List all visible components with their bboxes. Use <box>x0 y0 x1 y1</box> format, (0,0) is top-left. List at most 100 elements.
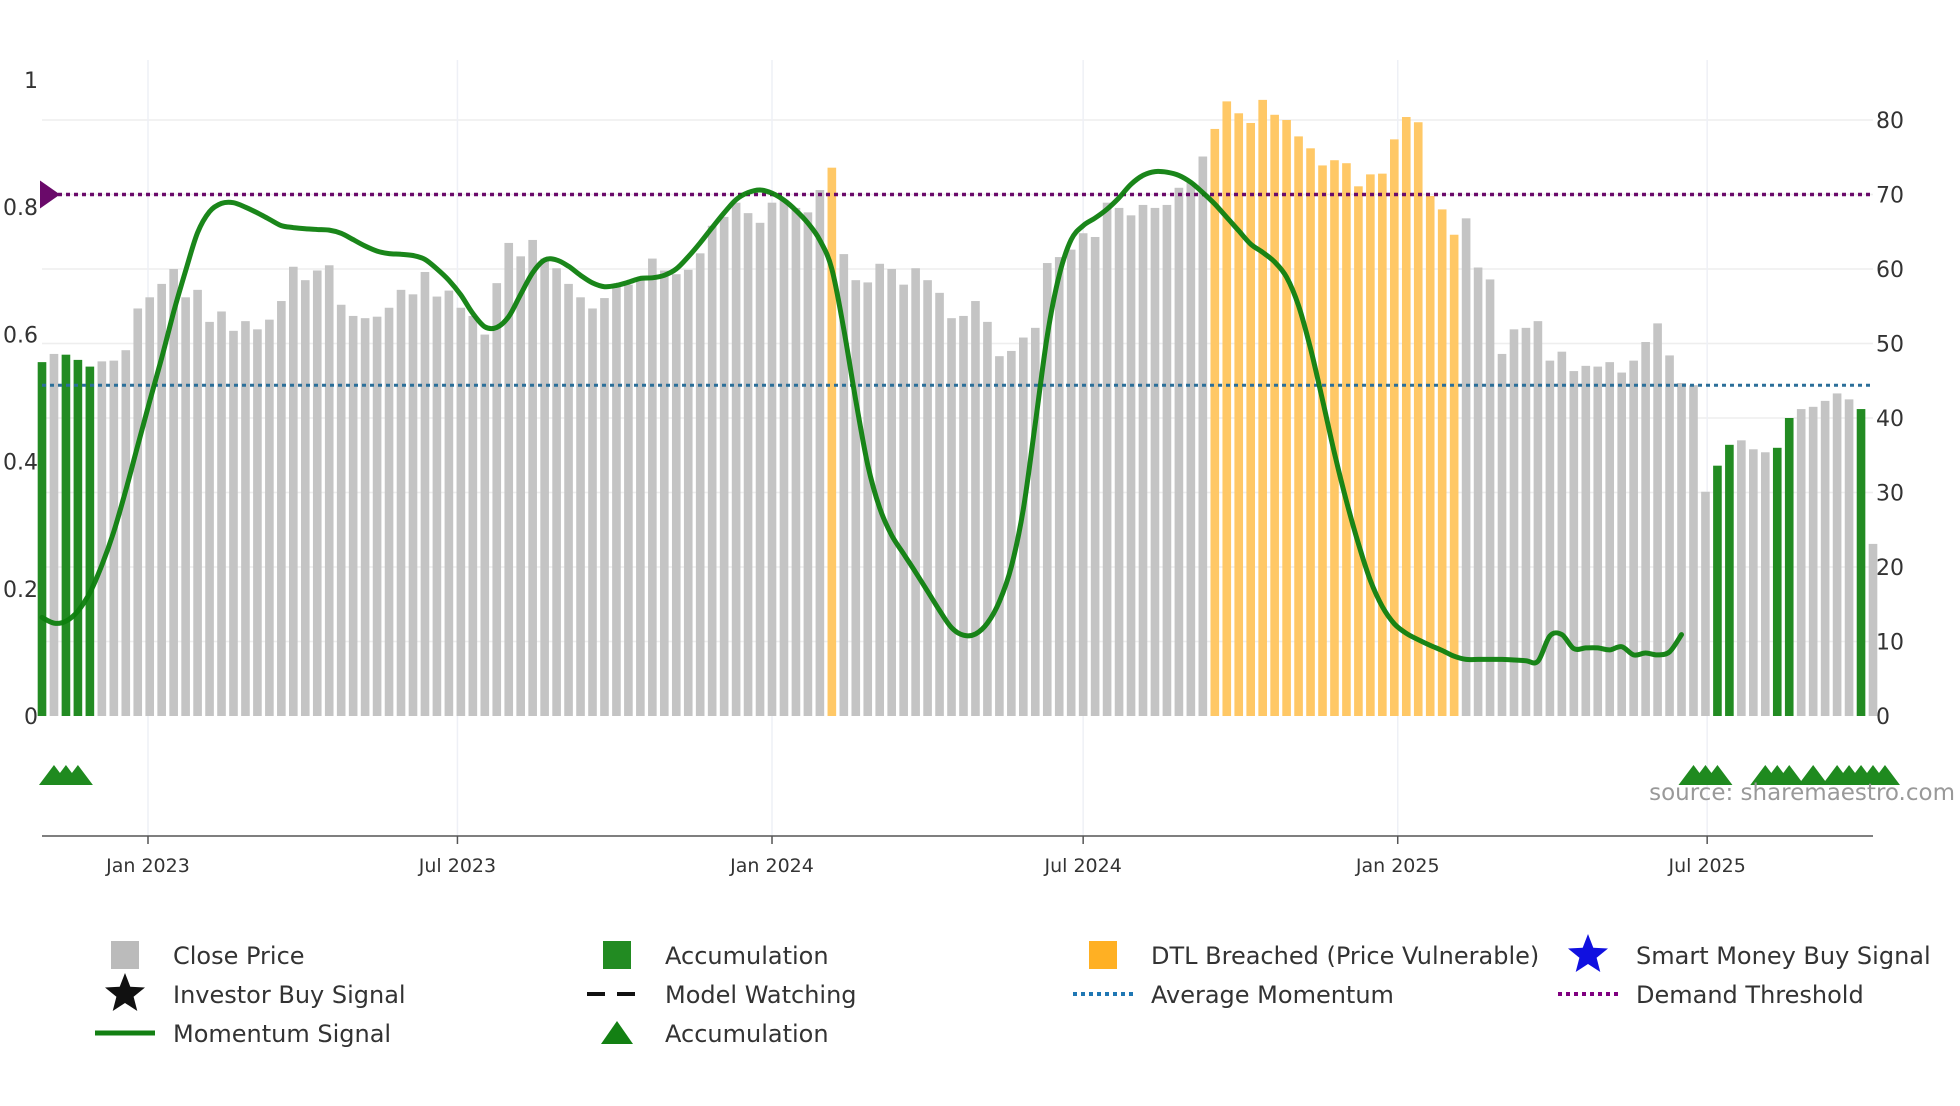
threshold-diamond-marker <box>40 180 60 209</box>
legend-item: Demand Threshold <box>1558 981 1864 1009</box>
price-bar <box>504 242 514 716</box>
price-bar <box>229 330 238 716</box>
legend-label: Model Watching <box>665 981 857 1009</box>
legend-item: DTL Breached (Price Vulnerable) <box>1089 941 1539 970</box>
legend-label: Demand Threshold <box>1636 981 1864 1009</box>
price-bar <box>683 269 693 716</box>
price-bar <box>1294 136 1303 716</box>
price-bar <box>1713 465 1722 716</box>
price-bar <box>707 225 717 717</box>
legend-label: Average Momentum <box>1151 981 1394 1009</box>
left-tick-label: 1 <box>24 69 38 94</box>
price-bar <box>1162 204 1172 716</box>
price-bar <box>157 283 166 716</box>
price-bar <box>396 289 406 716</box>
price-bar <box>695 253 705 716</box>
price-bar <box>600 298 609 716</box>
price-bar <box>384 307 394 716</box>
price-bar <box>648 258 657 716</box>
legend-symbol <box>111 941 139 969</box>
price-bar <box>971 301 980 716</box>
price-bar <box>324 265 334 716</box>
price-bar <box>1306 148 1315 716</box>
price-bar <box>1605 362 1615 717</box>
price-bar <box>947 318 956 716</box>
x-tick-label: Jan 2025 <box>1355 855 1440 877</box>
price-bar <box>1425 195 1435 717</box>
accumulation-marker <box>1798 765 1829 785</box>
price-bar <box>564 283 573 716</box>
price-bar <box>863 282 873 716</box>
price-bar <box>1593 366 1603 716</box>
price-bar <box>1318 165 1327 716</box>
price-bar <box>1354 186 1363 716</box>
price-bar <box>1413 122 1423 717</box>
price-bar <box>1772 447 1782 716</box>
price-bar <box>1485 279 1495 716</box>
legend: Close Price Accumulation DTL Breached (Pri… <box>95 934 1931 1048</box>
price-bar <box>803 212 813 716</box>
right-tick-label: 50 <box>1876 333 1904 358</box>
price-bar <box>121 350 131 716</box>
price-bar <box>1198 156 1208 716</box>
price-bar <box>671 274 681 716</box>
price-bar <box>85 366 95 716</box>
right-tick-label: 80 <box>1876 109 1904 134</box>
price-bar <box>1366 174 1375 716</box>
price-bar <box>516 256 525 716</box>
price-bar <box>1437 209 1447 716</box>
price-bar <box>1581 365 1591 716</box>
right-tick-label: 40 <box>1876 407 1904 432</box>
price-bar <box>1808 406 1818 716</box>
price-bar <box>767 202 777 716</box>
legend-symbol <box>601 1021 633 1044</box>
legend-label: Accumulation <box>665 942 829 970</box>
price-bar <box>659 270 669 716</box>
price-bar <box>1090 236 1100 716</box>
left-tick-label: 0.8 <box>3 196 38 221</box>
price-bar <box>61 354 71 716</box>
price-bar <box>588 308 597 716</box>
momentum-signal-line <box>39 168 1684 666</box>
price-bar <box>1545 360 1555 716</box>
price-bar <box>73 359 83 716</box>
legend-item: Accumulation <box>601 1020 829 1048</box>
price-bar <box>1378 173 1387 716</box>
price-bar <box>935 292 944 716</box>
price-bar <box>241 321 250 716</box>
price-bar <box>1677 382 1686 716</box>
price-bar <box>1629 360 1638 716</box>
price-bar <box>1820 400 1830 716</box>
left-tick-label: 0 <box>24 705 38 730</box>
price-bar <box>1832 393 1842 716</box>
price-bar <box>911 268 920 716</box>
price-bar <box>372 316 382 716</box>
price-bar <box>959 315 968 716</box>
price-bar <box>289 266 298 716</box>
price-bar <box>181 297 190 716</box>
price-bar <box>755 222 765 716</box>
price-bar <box>743 213 753 717</box>
right-tick-label: 20 <box>1876 556 1904 581</box>
price-bar <box>1653 323 1662 716</box>
legend-item: Average Momentum <box>1073 981 1394 1009</box>
price-bar <box>552 268 561 716</box>
price-bar <box>1665 355 1674 716</box>
price-bar <box>1844 399 1854 717</box>
price-bar <box>1102 202 1112 716</box>
price-bar <box>636 277 645 716</box>
price-bar <box>1533 321 1543 716</box>
price-bar <box>1390 139 1399 716</box>
price-bar <box>576 297 585 716</box>
price-bar <box>1246 122 1256 717</box>
price-bar <box>1150 207 1160 716</box>
legend-item: Smart Money Buy Signal <box>1568 934 1931 972</box>
price-bar <box>1282 120 1291 716</box>
price-bar <box>1509 329 1519 716</box>
price-bar <box>1054 257 1064 716</box>
axes-layer: Jan 2023 Jul 2023 Jan 2024 Jul 2024 Jan 2025… <box>3 69 1904 877</box>
price-bar <box>1784 418 1794 716</box>
price-bar <box>1497 353 1507 716</box>
price-bar <box>492 283 502 716</box>
left-tick-label: 0.4 <box>3 451 38 476</box>
